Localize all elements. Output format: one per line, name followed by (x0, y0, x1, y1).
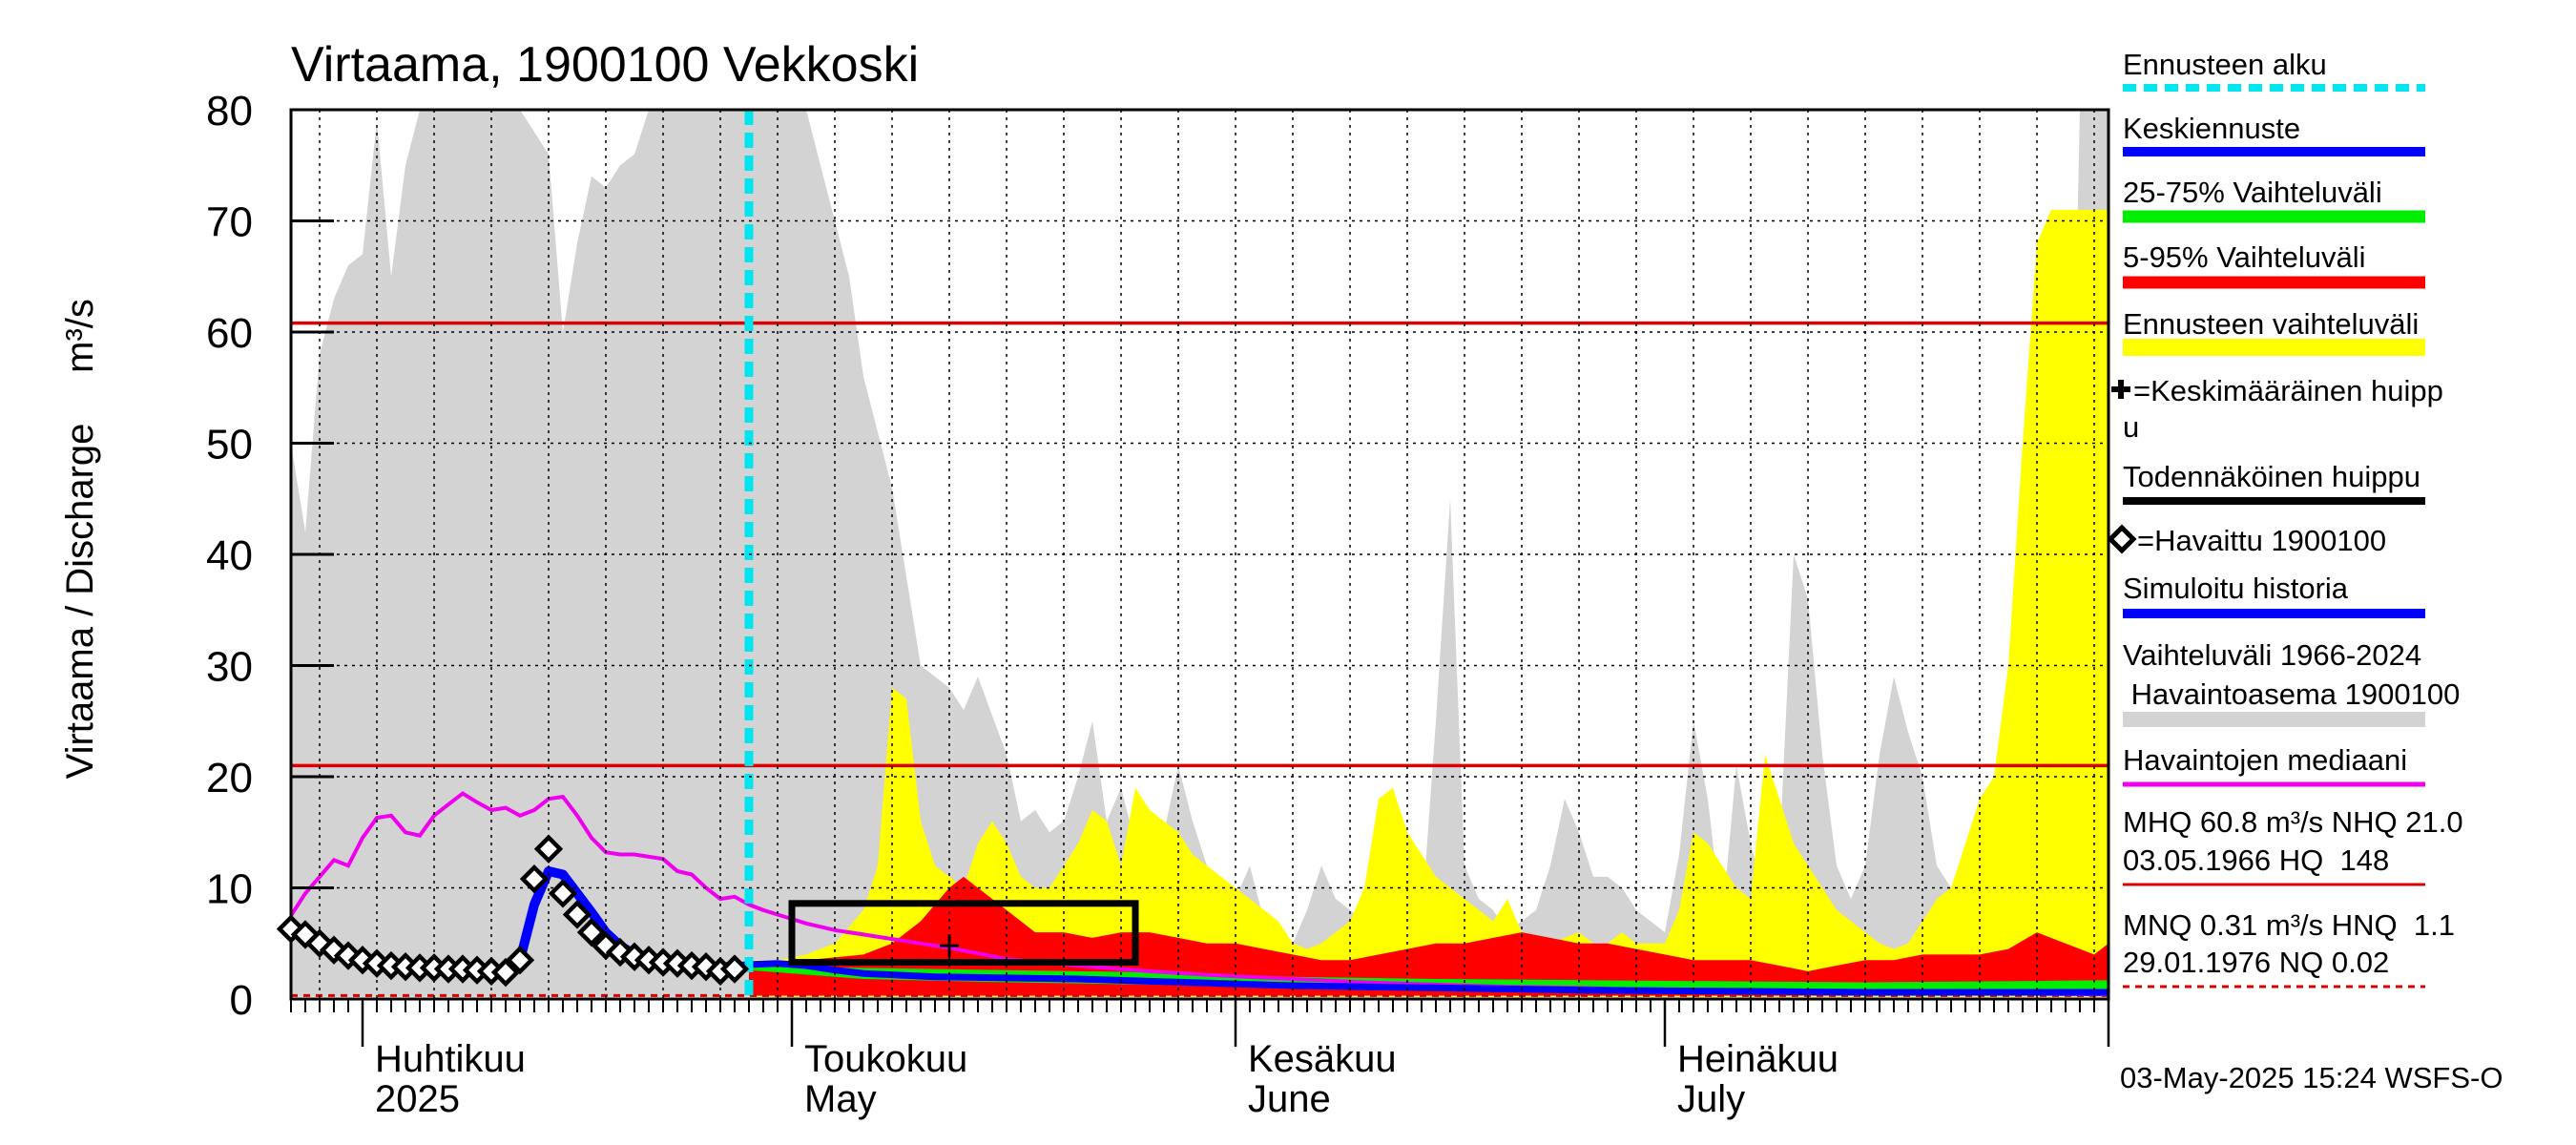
month-label-fi: Toukokuu (804, 1038, 967, 1080)
y-axis-unit: m³/s (59, 299, 101, 373)
mean-peak-marker (940, 934, 959, 958)
legend-mean-peak-label-cont: u (2123, 410, 2139, 444)
observed-point (490, 957, 521, 988)
legend-mean-peak-label: =Keskimääräinen huipp (2133, 374, 2443, 407)
y-tick-label: 40 (206, 532, 253, 579)
y-tick-label: 60 (206, 310, 253, 357)
legend-hq-line2: 03.05.1966 HQ 148 (2123, 843, 2389, 877)
legend-range-5-95-label: 5-95% Vaihteluväli (2123, 240, 2365, 274)
month-label-fi: Heinäkuu (1677, 1038, 1839, 1080)
y-axis-label: Virtaama / Discharge (59, 424, 101, 780)
y-tick-label: 50 (206, 422, 253, 468)
month-label-en: May (804, 1078, 877, 1120)
legend-mean-peak-symbol (2111, 380, 2130, 399)
legend-history-label-station: Havaintoasema 1900100 (2123, 677, 2460, 711)
y-tick-label: 0 (230, 977, 253, 1024)
y-axis-label-group: Virtaama / Discharge m³/s (59, 299, 101, 779)
legend-forecast-start-label: Ennusteen alku (2123, 48, 2327, 81)
month-label-en: June (1248, 1078, 1331, 1120)
legend-simulated-label: Simuloitu historia (2123, 572, 2349, 605)
observed-point (548, 879, 578, 908)
plot-area (291, 110, 2109, 999)
observed-point (576, 917, 607, 947)
y-tick-label: 70 (206, 199, 253, 246)
range-25-75-area (749, 966, 2109, 991)
observed-point (333, 941, 364, 970)
legend-nq-line1: MNQ 0.31 m³/s HNQ 1.1 (2123, 908, 2455, 942)
mean-forecast-line (734, 960, 2109, 996)
forecast-range-area (749, 209, 2109, 997)
markers (276, 834, 1139, 988)
legend-forecast-range-label: Ennusteen vaihteluväli (2123, 307, 2419, 341)
y-tick-label: 10 (206, 866, 253, 913)
legend-nq-line2: 29.01.1976 NQ 0.02 (2123, 946, 2389, 979)
observed-point (562, 900, 592, 929)
legend-observed-symbol (2107, 524, 2137, 554)
legend-history-label: Vaihteluväli 1966-2024 (2123, 638, 2421, 672)
observed-point (505, 946, 535, 975)
legend-observed-label: =Havaittu 1900100 (2137, 524, 2386, 557)
legend-median-label: Havaintojen mediaani (2123, 743, 2407, 777)
legend-mean-forecast-label: Keskiennuste (2123, 112, 2300, 145)
legend-hq-line1: MHQ 60.8 m³/s NHQ 21.0 (2123, 805, 2463, 839)
y-tick-label: 20 (206, 755, 253, 802)
chart-title: Virtaama, 1900100 Vekkoski (291, 37, 919, 93)
grid (291, 110, 2109, 999)
probable-peak-box (788, 900, 1139, 967)
month-label-en: 2025 (375, 1078, 460, 1120)
y-tick-label: 30 (206, 644, 253, 691)
legend-range-25-75-label: 25-75% Vaihteluväli (2123, 176, 2382, 209)
observed-point (533, 834, 564, 864)
median-line (291, 791, 2109, 997)
month-label-en: July (1677, 1078, 1745, 1120)
y-tick-label: 80 (206, 88, 253, 135)
legend: Ennusteen alku Keskiennuste 25-75% Vaiht… (2107, 48, 2463, 989)
month-label-fi: Huhtikuu (375, 1038, 526, 1080)
legend-probable-peak-label: Todennäköinen huippu (2123, 460, 2420, 493)
observed-point (719, 954, 750, 984)
timestamp: 03-May-2025 15:24 WSFS-O (2120, 1061, 2503, 1094)
observed-point (519, 864, 550, 894)
month-label-fi: Kesäkuu (1248, 1038, 1397, 1080)
